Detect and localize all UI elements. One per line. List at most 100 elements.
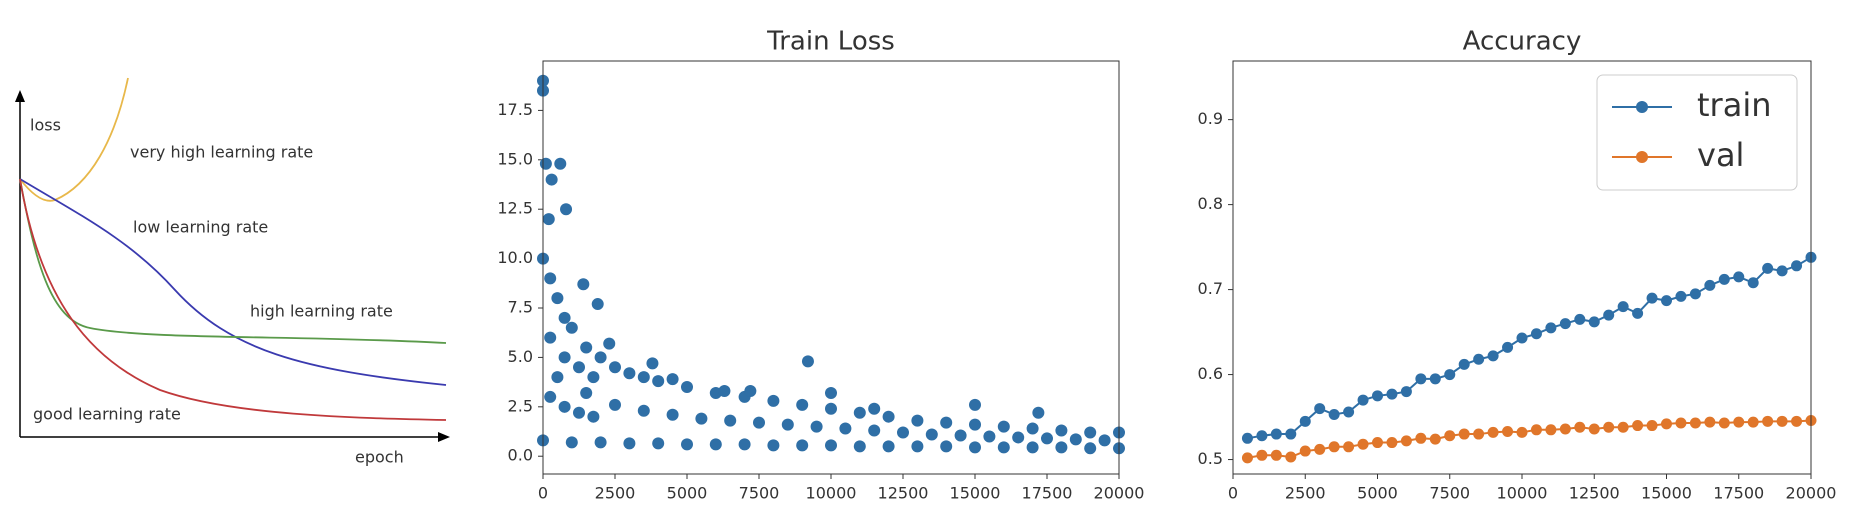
y-tick-label: 17.5 <box>497 100 533 119</box>
point <box>652 375 665 388</box>
point <box>810 420 823 433</box>
legend-label: train <box>1697 86 1771 124</box>
x-axis-label: epoch <box>355 448 404 467</box>
point <box>1603 421 1615 433</box>
x-tick-label: 0 <box>538 484 548 503</box>
point <box>565 436 578 449</box>
point <box>1314 443 1326 455</box>
curve <box>19 178 447 386</box>
point <box>1704 416 1716 428</box>
point <box>1776 265 1788 277</box>
point <box>882 440 895 453</box>
point <box>868 424 881 437</box>
x-arrow <box>438 432 450 442</box>
point <box>997 420 1010 433</box>
point <box>580 341 593 354</box>
point <box>1415 373 1427 385</box>
legend-marker <box>1636 101 1648 113</box>
point <box>983 430 996 443</box>
point <box>1386 437 1398 449</box>
point <box>718 385 731 398</box>
point <box>1516 332 1528 344</box>
point <box>1632 420 1644 432</box>
point <box>681 438 693 451</box>
point <box>580 386 593 399</box>
curve <box>19 77 129 202</box>
y-tick-label: 0.8 <box>1198 194 1223 213</box>
point <box>1256 449 1268 461</box>
point <box>882 410 895 423</box>
point <box>1473 428 1485 440</box>
x-tick-label: 5000 <box>1357 484 1398 503</box>
point <box>1588 316 1600 328</box>
point <box>539 157 552 170</box>
point <box>825 439 837 452</box>
point <box>666 373 679 386</box>
point <box>637 371 650 384</box>
point <box>551 292 564 305</box>
plot-frame <box>1232 60 1812 475</box>
x-tick-label: 12500 <box>878 484 929 503</box>
point <box>594 351 607 364</box>
x-tick-label: 17500 <box>1022 484 1073 503</box>
point <box>1270 428 1282 440</box>
point <box>1026 422 1039 435</box>
point <box>1689 417 1701 429</box>
point <box>1285 451 1297 463</box>
point <box>940 440 953 453</box>
point <box>1762 262 1774 274</box>
point <box>594 436 607 449</box>
point <box>1646 292 1658 304</box>
point <box>1733 416 1745 428</box>
y-tick-label: 15.0 <box>497 149 533 168</box>
point <box>796 439 809 452</box>
point <box>1458 358 1470 370</box>
point <box>1661 295 1672 307</box>
series-line <box>1247 419 1812 459</box>
point <box>1299 415 1311 427</box>
point <box>767 439 780 452</box>
point <box>724 414 737 427</box>
point <box>1415 432 1427 444</box>
x-tick-label: 10000 <box>806 484 857 503</box>
y-axis-label: loss <box>30 116 61 135</box>
point <box>1530 424 1542 436</box>
point <box>1574 421 1586 433</box>
point <box>1444 430 1456 442</box>
point <box>1733 271 1745 283</box>
point <box>1055 424 1068 437</box>
point <box>853 406 866 419</box>
y-tick-label: 0.6 <box>1198 364 1223 383</box>
chart-title: Train Loss <box>766 27 895 57</box>
y-tick-label: 10.0 <box>497 248 533 267</box>
point <box>1429 373 1441 385</box>
point <box>940 416 953 429</box>
point <box>1343 406 1355 418</box>
point <box>1675 290 1687 302</box>
point <box>1559 423 1571 435</box>
point <box>911 414 924 427</box>
point <box>1632 307 1644 319</box>
point <box>637 404 650 417</box>
point <box>623 437 636 450</box>
point <box>1574 313 1586 325</box>
point <box>1516 426 1528 438</box>
point <box>603 337 616 350</box>
point <box>1429 433 1441 445</box>
point <box>969 441 981 454</box>
point <box>1487 350 1499 362</box>
y-tick-label: 2.5 <box>508 396 533 415</box>
y-tick-label: 0.0 <box>508 446 533 465</box>
point <box>1084 442 1097 455</box>
point <box>1502 341 1514 353</box>
x-tick-label: 2500 <box>1285 484 1326 503</box>
point <box>801 355 814 368</box>
point <box>542 213 555 226</box>
point <box>623 367 636 380</box>
point <box>544 272 557 285</box>
point <box>1747 416 1759 428</box>
point <box>709 438 722 451</box>
point <box>767 394 780 407</box>
point <box>1617 301 1629 313</box>
